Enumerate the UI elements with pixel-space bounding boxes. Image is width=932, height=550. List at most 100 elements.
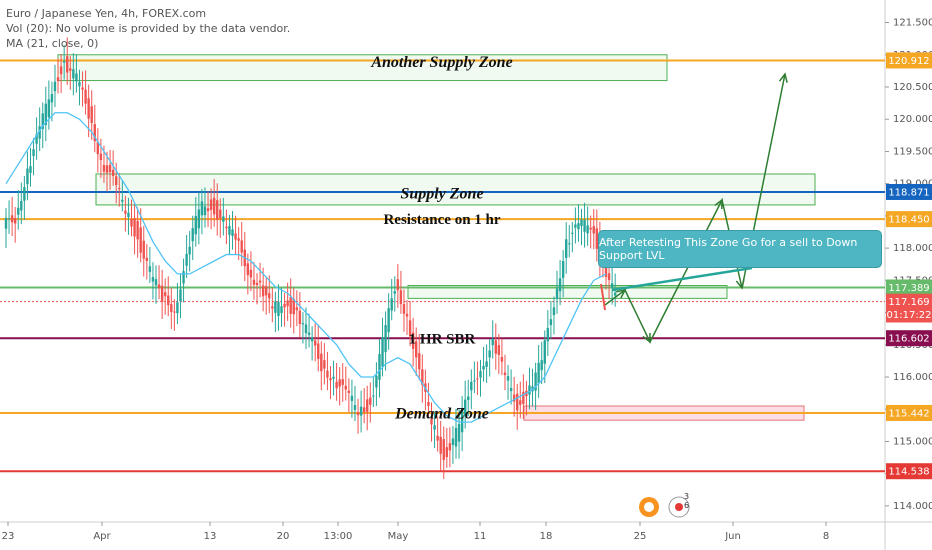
- candle-body: [353, 405, 357, 410]
- candle-body: [537, 362, 540, 384]
- x-tick-label: 18: [540, 531, 553, 542]
- candle-body: [335, 381, 338, 389]
- candle-body: [118, 188, 121, 190]
- candle-body: [194, 215, 197, 235]
- candle-body: [289, 296, 292, 314]
- candle-body: [121, 199, 124, 202]
- candle-body: [402, 304, 406, 314]
- price-tag: [886, 52, 932, 69]
- candle-body: [96, 141, 100, 155]
- candle-body: [167, 295, 170, 306]
- candle-body: [482, 365, 485, 370]
- x-tick-label: 8: [823, 531, 829, 542]
- candle-body: [231, 229, 234, 237]
- candle-body: [124, 210, 127, 214]
- candle-body: [283, 303, 286, 308]
- candle-body: [176, 302, 179, 314]
- candle-body: [350, 395, 354, 401]
- candle-body: [540, 360, 543, 371]
- emoji-badges[interactable]: 3 6: [636, 492, 696, 522]
- candle-body: [47, 99, 51, 118]
- candle-body: [145, 257, 149, 261]
- candle-body: [387, 308, 390, 333]
- x-tick-label: 20: [277, 531, 290, 542]
- candle-body: [313, 340, 317, 346]
- reaction-count: 3 6: [684, 492, 690, 510]
- candle-body: [173, 311, 176, 313]
- candle-body: [237, 238, 240, 241]
- candle-body: [512, 394, 516, 402]
- candle-body: [430, 418, 433, 425]
- candle-body: [4, 217, 8, 229]
- candle-body: [356, 412, 360, 416]
- candle-body: [476, 378, 479, 380]
- candle-body: [317, 343, 320, 359]
- candle-body: [191, 228, 194, 242]
- retest-zone-box: [407, 284, 728, 299]
- candle-body: [252, 279, 256, 285]
- candle-body: [509, 387, 513, 392]
- candle-body: [372, 395, 375, 397]
- candle-body: [396, 279, 400, 291]
- x-tick-label: 23: [2, 531, 15, 542]
- candle-body: [50, 94, 54, 103]
- supply-zone-box: [95, 173, 816, 206]
- arrow-head-icon: [735, 279, 745, 290]
- candle-body: [442, 439, 445, 461]
- y-tick-label: 120.500: [893, 82, 932, 93]
- zone-annotation: Resistance on 1 hr: [383, 212, 500, 228]
- candle-body: [531, 386, 534, 392]
- y-tick-label: 118.000: [893, 243, 932, 254]
- candle-body: [234, 233, 237, 240]
- candle-body: [307, 332, 311, 335]
- price-tag: [886, 279, 932, 296]
- y-tick-label: 121.500: [893, 18, 932, 29]
- candle-body: [500, 357, 504, 362]
- candle-body: [503, 372, 507, 376]
- candle-body: [344, 385, 347, 390]
- candle-body: [448, 443, 452, 451]
- candle-body: [460, 408, 464, 433]
- candle-body: [378, 354, 381, 380]
- candle-body: [197, 209, 201, 229]
- candle-body: [347, 390, 351, 393]
- symbol-line: Euro / Japanese Yen, 4h, FOREX.com: [6, 7, 207, 20]
- candle-body: [157, 284, 161, 289]
- candle-body: [592, 226, 595, 234]
- candle-body: [366, 399, 369, 412]
- price-tag: [886, 211, 932, 228]
- candle-body: [81, 87, 84, 90]
- candle-body: [111, 169, 115, 177]
- candle-body: [35, 134, 38, 144]
- candle-body: [338, 379, 341, 387]
- candle-body: [479, 371, 482, 378]
- candle-body: [577, 223, 580, 230]
- price-tag-label: 117.389: [888, 283, 929, 294]
- y-tick-label: 114.000: [893, 501, 932, 512]
- candle-body: [203, 206, 207, 216]
- candle-body: [44, 103, 47, 126]
- candle-body: [301, 323, 305, 325]
- candle-body: [38, 126, 41, 139]
- price-tag: [886, 404, 932, 421]
- candle-body: [445, 447, 449, 457]
- candle-body: [411, 332, 415, 349]
- x-tick-label: Jun: [724, 531, 741, 542]
- price-tag-label: 120.912: [888, 56, 929, 67]
- candle-body: [274, 301, 277, 313]
- candle-body: [390, 298, 393, 311]
- candle-body: [463, 399, 467, 417]
- candle-body: [136, 221, 139, 240]
- candle-body: [457, 424, 461, 442]
- candle-body: [329, 378, 332, 381]
- candle-body: [13, 218, 17, 224]
- x-tick-label: May: [388, 531, 409, 542]
- candle-body: [384, 325, 387, 353]
- candle-body: [212, 197, 216, 215]
- candle-body: [93, 124, 96, 142]
- candle-body: [179, 289, 182, 302]
- candle-body: [558, 278, 562, 292]
- another-supply-zone-box: [57, 54, 668, 82]
- candle-body: [280, 306, 283, 314]
